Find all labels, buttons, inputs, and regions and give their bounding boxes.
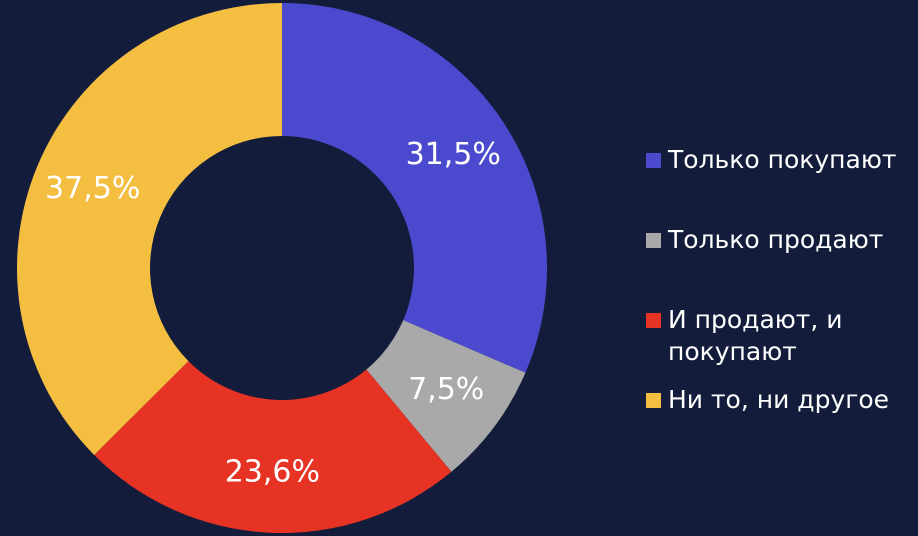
- legend-label: И продают, и покупают: [668, 305, 843, 366]
- legend-label: Ни то, ни другое: [668, 385, 890, 414]
- legend-item: Ни то, ни другое: [646, 384, 916, 416]
- legend-swatch: [646, 233, 661, 248]
- data-label: 31,5%: [406, 137, 501, 172]
- data-label: 7,5%: [408, 372, 484, 407]
- data-label: 23,6%: [225, 454, 320, 489]
- legend-swatch: [646, 153, 661, 168]
- legend-swatch: [646, 393, 661, 408]
- legend-item: Только продают: [646, 224, 916, 256]
- legend-item: И продают, и покупают: [646, 304, 916, 368]
- legend-label: Только продают: [668, 225, 884, 254]
- donut-slice: [16, 3, 282, 455]
- legend-swatch: [646, 313, 661, 328]
- data-label: 37,5%: [45, 171, 140, 206]
- donut-slice: [94, 361, 452, 533]
- legend-item: Только покупают: [646, 144, 916, 176]
- legend-label: Только покупают: [668, 145, 897, 174]
- donut-slice: [366, 320, 526, 472]
- donut-slice: [282, 3, 547, 373]
